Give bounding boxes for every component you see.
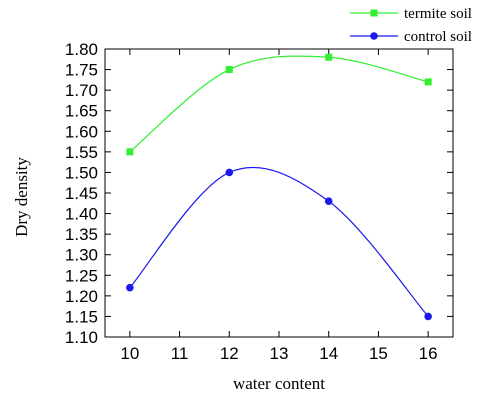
x-tick-label: 10	[120, 344, 139, 363]
x-tick-label: 12	[220, 344, 239, 363]
plot-area	[104, 48, 454, 338]
data-point-control-soil	[126, 283, 134, 292]
y-tick-label: 1.80	[65, 40, 98, 59]
legend-label-termite-soil: termite soil	[404, 6, 472, 22]
data-point-termite-soil	[225, 66, 233, 74]
y-tick-label: 1.25	[65, 266, 98, 285]
data-point-termite-soil	[126, 148, 134, 156]
y-tick-label: 1.75	[65, 61, 98, 80]
y-axis-title: Dry density	[12, 157, 31, 237]
series-control-soil	[126, 166, 432, 321]
y-tick-label: 1.65	[65, 102, 98, 121]
data-point-control-soil	[225, 168, 234, 177]
y-tick-label: 1.15	[65, 307, 98, 326]
x-tick-label: 13	[270, 344, 289, 363]
x-axis-title: water content	[233, 374, 325, 393]
y-tick-label: 1.30	[65, 246, 98, 265]
x-tick-label: 14	[319, 344, 338, 363]
data-point-termite-soil	[424, 78, 432, 86]
y-tick-label: 1.70	[65, 81, 98, 100]
y-tick-label: 1.60	[65, 122, 98, 141]
legend-label-control-soil: control soil	[404, 29, 472, 45]
series-group	[126, 53, 432, 321]
plot-frame	[104, 48, 454, 338]
series-line-control-soil	[129, 166, 429, 317]
data-point-control-soil	[324, 197, 333, 206]
legend-marker-control-soil	[370, 32, 378, 40]
series-termite-soil	[126, 53, 432, 156]
legend-marker-termite-soil	[370, 9, 378, 17]
data-point-control-soil	[424, 312, 432, 321]
y-tick-label: 1.35	[65, 225, 98, 244]
series-line-termite-soil	[129, 55, 429, 153]
legend: termite soil control soil	[350, 6, 472, 45]
data-point-termite-soil	[325, 53, 333, 61]
y-tick-label: 1.20	[65, 287, 98, 306]
y-tick-label: 1.40	[65, 205, 98, 224]
y-tick-label: 1.10	[65, 328, 98, 347]
x-tick-label: 16	[419, 344, 438, 363]
y-tick-label: 1.55	[65, 143, 98, 162]
x-tick-label: 15	[369, 344, 388, 363]
y-tick-label: 1.45	[65, 184, 98, 203]
y-tick-label: 1.50	[65, 163, 98, 182]
x-tick-label: 11	[171, 344, 189, 363]
axis-ticks: 10 11 12 13 14 15 161.101.151.201.251.301.351.…	[65, 40, 453, 363]
